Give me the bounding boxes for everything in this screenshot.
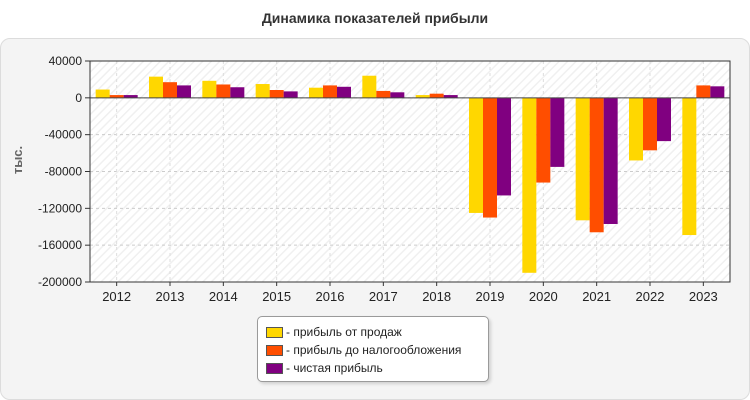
- bar-net-profit-2016: [337, 86, 351, 98]
- bar-pretax-profit-2023: [696, 85, 711, 98]
- legend-item-sales-profit: - прибыль от продаж: [266, 323, 488, 341]
- legend-label-pretax-profit: - прибыль до налогообложения: [286, 343, 462, 357]
- chart-title: Динамика показателей прибыли: [261, 10, 489, 26]
- bar-sales-profit-2023: [682, 97, 697, 236]
- bar-net-profit-2014: [230, 87, 245, 98]
- bar-sales-profit-2015: [255, 84, 270, 98]
- x-tick-label: 2018: [422, 289, 451, 304]
- x-tick-label: 2014: [209, 289, 238, 304]
- y-axis-label: тыс.: [10, 146, 25, 174]
- bar-net-profit-2023: [710, 86, 725, 98]
- x-tick-label: 2021: [582, 289, 611, 304]
- bar-net-profit-2013: [177, 85, 191, 98]
- bar-net-profit-2021: [603, 97, 618, 224]
- legend-item-pretax-profit: - прибыль до налогообложения: [266, 341, 488, 359]
- bar-pretax-profit-2014: [216, 84, 231, 98]
- bar-net-profit-2019: [497, 97, 511, 196]
- legend-item-net-profit: - чистая прибыль: [266, 359, 488, 377]
- bar-sales-profit-2016: [309, 87, 323, 98]
- bar-pretax-profit-2020: [536, 97, 551, 183]
- bar-sales-profit-2020: [522, 97, 537, 273]
- bar-pretax-profit-2018: [429, 93, 444, 98]
- x-tick-label: 2016: [316, 289, 345, 304]
- bar-pretax-profit-2013: [163, 82, 177, 98]
- y-tick-label: 40000: [49, 54, 83, 68]
- legend-swatch-sales-profit: [266, 326, 283, 338]
- x-tick-label: 2015: [262, 289, 291, 304]
- x-tick-label: 2020: [529, 289, 558, 304]
- bar-pretax-profit-2016: [323, 85, 337, 98]
- x-tick-label: 2017: [369, 289, 398, 304]
- bar-net-profit-2012: [123, 95, 138, 98]
- legend-swatch-net-profit: [266, 362, 283, 374]
- y-tick-label: -160000: [38, 238, 82, 252]
- x-tick-label: 2012: [102, 289, 131, 304]
- bar-net-profit-2020: [550, 97, 565, 167]
- bar-sales-profit-2013: [149, 76, 163, 98]
- bar-sales-profit-2022: [629, 97, 643, 161]
- bar-pretax-profit-2022: [643, 97, 657, 151]
- x-tick-label: 2022: [636, 289, 665, 304]
- y-tick-label: -120000: [38, 201, 82, 215]
- bar-sales-profit-2012: [95, 89, 110, 98]
- x-tick-label: 2013: [156, 289, 185, 304]
- bar-sales-profit-2018: [415, 95, 430, 98]
- y-tick-label: -40000: [45, 128, 83, 142]
- legend: - прибыль от продаж - прибыль до налогоо…: [257, 316, 489, 382]
- bar-net-profit-2018: [443, 95, 458, 98]
- legend-swatch-pretax-profit: [266, 344, 283, 356]
- bar-sales-profit-2017: [362, 75, 377, 98]
- bar-net-profit-2022: [657, 97, 671, 142]
- bar-net-profit-2017: [390, 92, 405, 98]
- bar-net-profit-2015: [283, 91, 298, 98]
- bar-sales-profit-2021: [575, 97, 590, 221]
- bar-pretax-profit-2012: [109, 95, 124, 98]
- legend-label-sales-profit: - прибыль от продаж: [286, 325, 402, 339]
- y-tick-label: -200000: [38, 275, 82, 289]
- legend-label-net-profit: - чистая прибыль: [286, 361, 383, 375]
- bar-pretax-profit-2019: [483, 97, 497, 218]
- bar-pretax-profit-2021: [589, 97, 604, 233]
- bar-pretax-profit-2015: [269, 90, 284, 98]
- plot-border: [89, 60, 731, 283]
- x-tick-label: 2023: [689, 289, 718, 304]
- bar-pretax-profit-2017: [376, 90, 391, 98]
- bar-sales-profit-2014: [202, 80, 217, 98]
- x-tick-label: 2019: [476, 289, 505, 304]
- y-tick-label: 0: [75, 91, 82, 105]
- bar-sales-profit-2019: [469, 97, 483, 213]
- y-tick-label: -80000: [45, 165, 83, 179]
